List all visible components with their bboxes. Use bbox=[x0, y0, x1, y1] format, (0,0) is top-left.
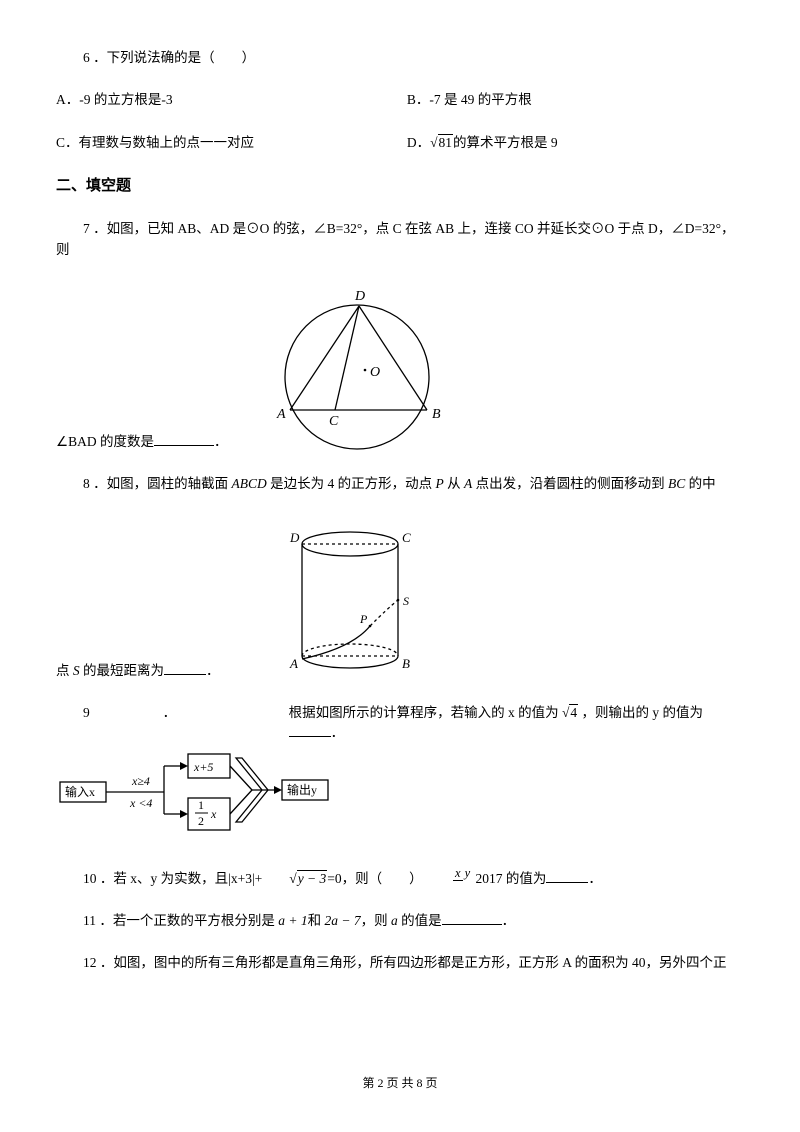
q11: 11 ．若一个正数的平方根分别是 a + 1和 2a − 7，则 a 的值是． bbox=[56, 911, 744, 931]
svg-text:B: B bbox=[402, 656, 410, 671]
svg-text:C: C bbox=[402, 530, 411, 545]
svg-text:x: x bbox=[210, 807, 217, 821]
svg-text:D: D bbox=[354, 289, 365, 304]
section-fill-heading: 二、填空题 bbox=[56, 175, 744, 198]
q12-stem: 12 ．如图，图中的所有三角形都是直角三角形，所有四边形都是正方形，正方形 A … bbox=[56, 953, 744, 973]
q6-opt-c: C．有理数与数轴上的点一一对应 bbox=[56, 133, 407, 153]
q7-figure-circle: A B C D O bbox=[247, 282, 467, 452]
svg-text:A: A bbox=[276, 407, 286, 422]
page-footer: 第 2 页 共 8 页 bbox=[0, 1074, 800, 1092]
q8-figure-cylinder: D C A B P S bbox=[270, 516, 430, 681]
q6-opt-b: B．-7 是 49 的平方根 bbox=[407, 90, 744, 110]
svg-text:C: C bbox=[329, 414, 339, 429]
q6-opts-row1: A．-9 的立方根是-3 B．-7 是 49 的平方根 bbox=[56, 90, 744, 110]
q9-stem: 根据如图所示的计算程序，若输入的 x 的值为 4 ，则输出的 y 的值为． bbox=[289, 703, 744, 744]
q6-opts-row2: C．有理数与数轴上的点一一对应 D．81的算术平方根是 9 bbox=[56, 133, 744, 153]
q7-tail: ∠BAD 的度数是． bbox=[56, 432, 227, 452]
q6-opt-d: D．81的算术平方根是 9 bbox=[407, 133, 744, 153]
svg-text:1: 1 bbox=[198, 798, 204, 812]
q8-tail: 点 S 的最短距离为． bbox=[56, 661, 220, 681]
svg-text:输出y: 输出y bbox=[287, 782, 317, 797]
svg-text:x <4: x <4 bbox=[129, 796, 152, 810]
q10: 10 ．若 x、y 为实数，且|x+3|+y − 3=0，则（ ） xy 201… bbox=[56, 869, 744, 889]
svg-text:A: A bbox=[289, 656, 298, 671]
svg-text:O: O bbox=[370, 365, 380, 380]
q9-figure-flowchart: 输入x x≥4 x <4 x+5 1 2 x 输出y bbox=[56, 750, 366, 835]
svg-text:x≥4: x≥4 bbox=[131, 774, 150, 788]
svg-text:2: 2 bbox=[198, 814, 204, 828]
svg-text:P: P bbox=[359, 612, 368, 626]
q7-stem: 7 ．如图，已知 AB、AD 是⊙O 的弦，∠B=32°，点 C 在弦 AB 上… bbox=[56, 219, 744, 260]
svg-text:x+5: x+5 bbox=[193, 760, 213, 774]
svg-text:输入x: 输入x bbox=[65, 784, 95, 799]
q9-dot: ． bbox=[163, 703, 289, 744]
q6-stem: 6 ．下列说法确的是（ ） bbox=[56, 48, 744, 68]
q8-stem: 8 ．如图，圆柱的轴截面 ABCD 是边长为 4 的正方形，动点 P 从 A 点… bbox=[56, 474, 744, 494]
q9-num: 9 bbox=[56, 703, 163, 744]
svg-text:S: S bbox=[403, 594, 409, 608]
q6-opt-a: A．-9 的立方根是-3 bbox=[56, 90, 407, 110]
svg-text:D: D bbox=[289, 530, 300, 545]
svg-text:B: B bbox=[432, 407, 441, 422]
q9-row: 9 ． 根据如图所示的计算程序，若输入的 x 的值为 4 ，则输出的 y 的值为… bbox=[56, 703, 744, 841]
